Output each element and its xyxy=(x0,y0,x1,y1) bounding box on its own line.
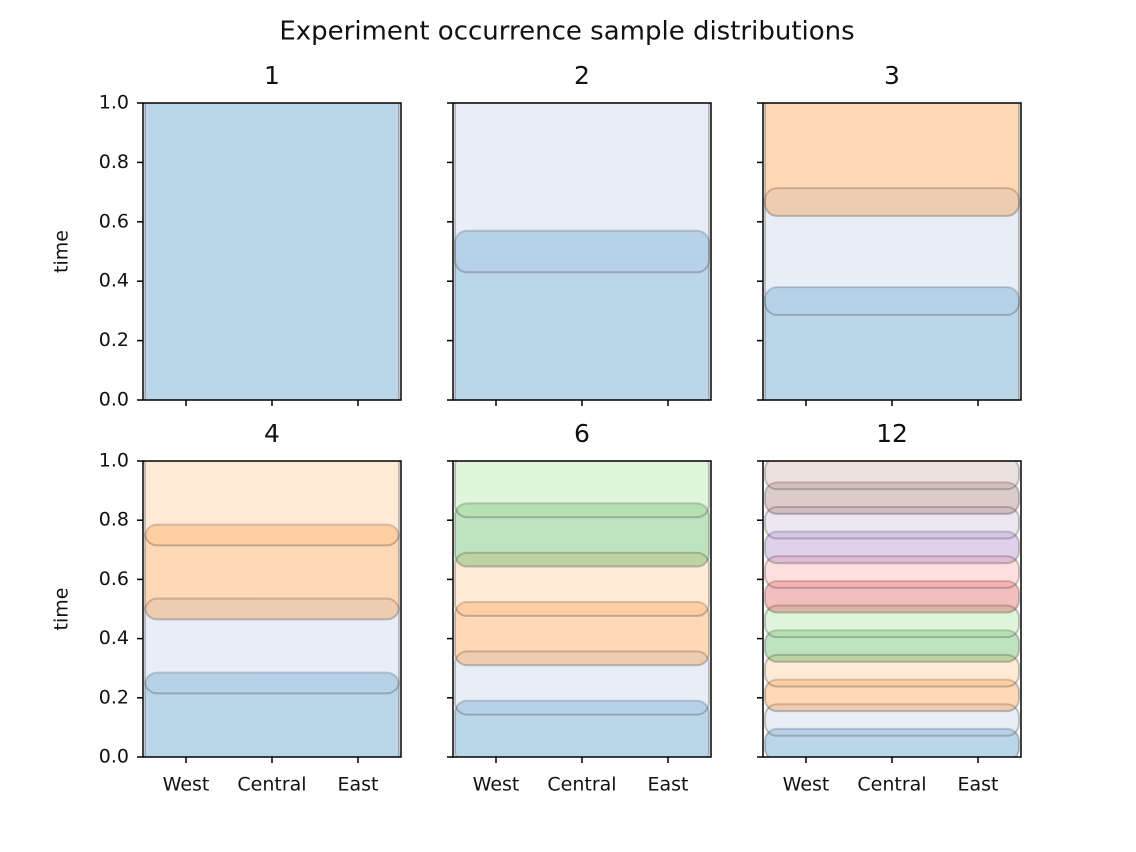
segment-box xyxy=(454,229,710,400)
x-tick-label: West xyxy=(473,774,520,796)
y-tick-label: 0.4 xyxy=(99,627,129,649)
panel xyxy=(454,461,710,757)
x-tick-label: Central xyxy=(237,774,306,796)
segment-box xyxy=(764,678,1020,713)
segment-box xyxy=(764,481,1020,515)
segment-box xyxy=(764,530,1020,565)
segment-box xyxy=(454,461,710,519)
y-tick-label: 0.8 xyxy=(99,509,129,531)
y-tick-label: 0.8 xyxy=(99,151,129,173)
panel xyxy=(764,461,1020,757)
y-axis-label: time xyxy=(51,230,73,273)
panel-title: 12 xyxy=(876,419,908,448)
y-tick-label: 0.6 xyxy=(99,210,129,232)
segment-box xyxy=(764,103,1020,217)
segment-box xyxy=(454,103,710,274)
x-tick-label: West xyxy=(163,774,210,796)
y-tick-label: 1.0 xyxy=(99,450,129,472)
y-tick-label: 1.0 xyxy=(99,92,129,114)
panel-title: 3 xyxy=(884,61,900,90)
panel-title: 6 xyxy=(574,419,590,448)
x-tick-label: Central xyxy=(547,774,616,796)
segment-box xyxy=(454,601,710,667)
x-tick-label: Central xyxy=(857,774,926,796)
y-tick-label: 0.0 xyxy=(99,746,129,768)
y-axis-label: time xyxy=(51,588,73,631)
y-tick-label: 0.4 xyxy=(99,270,129,292)
panel-title: 1 xyxy=(264,61,280,90)
segment-box xyxy=(764,604,1020,639)
segment-box xyxy=(764,579,1020,614)
figure-title: Experiment occurrence sample distributio… xyxy=(279,17,854,47)
segment-box xyxy=(764,461,1020,491)
y-tick-label: 0.6 xyxy=(99,568,129,590)
segment-box xyxy=(764,555,1020,589)
x-tick-label: East xyxy=(958,774,999,796)
segment-box xyxy=(764,629,1020,663)
segment-box xyxy=(454,551,710,617)
y-tick-label: 0.0 xyxy=(99,389,129,411)
segment-box xyxy=(454,650,710,716)
x-tick-label: East xyxy=(338,774,379,796)
segment-box xyxy=(144,597,400,695)
segment-box xyxy=(454,699,710,757)
segment-box xyxy=(454,502,710,568)
x-tick-label: East xyxy=(648,774,689,796)
panel xyxy=(764,103,1020,400)
segment-box xyxy=(144,523,400,621)
segment-box xyxy=(144,671,400,757)
x-tick-label: West xyxy=(783,774,830,796)
segment-box xyxy=(144,461,400,547)
segment-box xyxy=(764,727,1020,757)
panel xyxy=(144,103,400,400)
y-tick-label: 0.2 xyxy=(99,686,129,708)
segment-box xyxy=(764,286,1020,400)
panel xyxy=(454,103,710,400)
segment-box xyxy=(764,653,1020,688)
segment-box xyxy=(144,103,400,400)
segment-box xyxy=(764,505,1020,540)
panel-title: 2 xyxy=(574,61,590,90)
segment-box xyxy=(764,187,1020,316)
panel xyxy=(144,461,400,757)
segment-box xyxy=(764,703,1020,737)
panel-title: 4 xyxy=(264,419,280,448)
y-tick-label: 0.2 xyxy=(99,329,129,351)
